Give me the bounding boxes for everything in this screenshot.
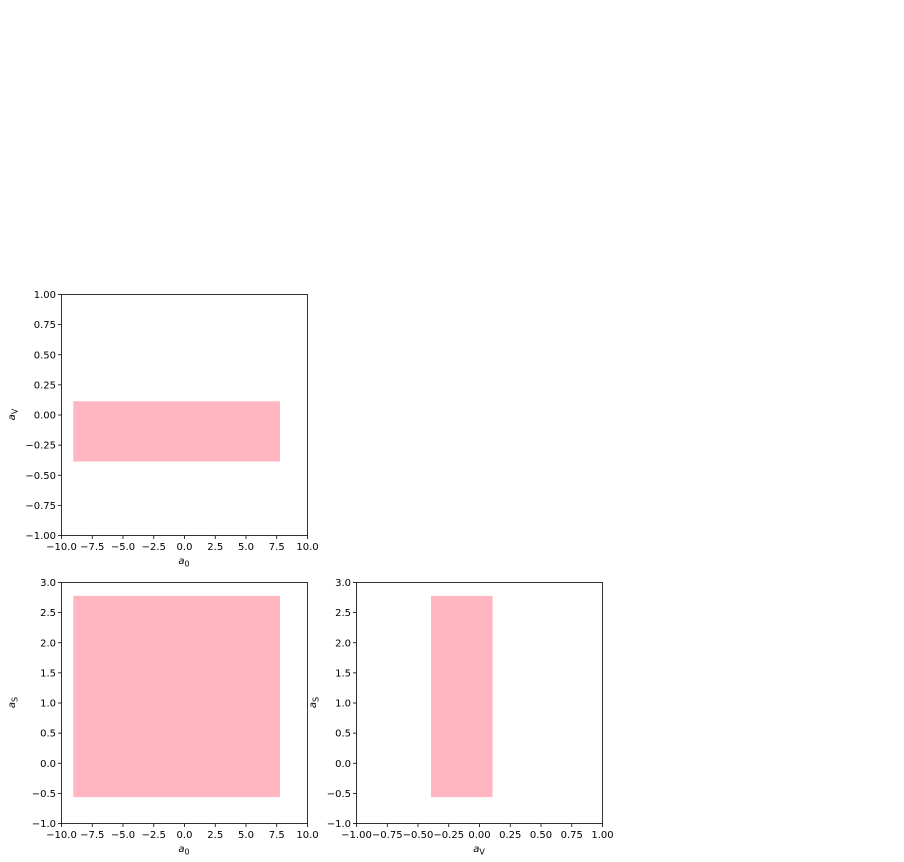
x-tick-label: −0.25 <box>433 830 464 841</box>
y-tick-label: 0.0 <box>40 759 56 770</box>
y-tick-label: 0.0 <box>335 759 351 770</box>
x-tick-label: −2.5 <box>142 542 166 553</box>
x-axis-label: a0 <box>178 556 189 569</box>
x-tick-label: 7.5 <box>269 830 285 841</box>
filled-region <box>431 595 493 798</box>
x-axis-label: aV <box>473 844 485 857</box>
x-tick-label: 1.00 <box>591 830 613 841</box>
y-tick-label: −0.50 <box>25 471 56 482</box>
y-tick-label: 0.25 <box>34 380 56 391</box>
x-tick-label: −10.0 <box>46 542 77 553</box>
x-tick-label: −1.00 <box>341 830 372 841</box>
y-tick-label: −0.75 <box>25 501 56 512</box>
y-tick-label: 1.0 <box>335 699 351 710</box>
y-tick-label: 0.5 <box>335 729 351 740</box>
x-tick-label: 7.5 <box>269 542 285 553</box>
y-tick-label: 3.0 <box>40 578 56 589</box>
subplot-a0-vs-aS: −10.0 −7.5 −5.0 −2.5 0.0 2.5 5.0 7.5 10.0 −1.0 −0.… <box>7 578 319 857</box>
y-tick-label: 2.5 <box>335 608 351 619</box>
x-tick-label: 2.5 <box>207 830 223 841</box>
x-tick-label: 0.0 <box>177 830 193 841</box>
x-tick-label: −10.0 <box>46 830 77 841</box>
y-tick-label: 2.0 <box>40 638 56 649</box>
x-tick-label: −5.0 <box>111 830 135 841</box>
subplot-a0-vs-aV: −10.0 −7.5 −5.0 −2.5 0.0 2.5 5.0 7.5 10.0 −1.00 −0… <box>7 290 319 569</box>
y-tick-label: 1.0 <box>40 699 56 710</box>
x-tick-label: 0.75 <box>561 830 583 841</box>
x-tick-label: 5.0 <box>238 830 254 841</box>
y-tick-label: 1.5 <box>40 668 56 679</box>
x-tick-label: −0.75 <box>372 830 403 841</box>
filled-region <box>73 595 280 798</box>
x-tick-label: 2.5 <box>207 542 223 553</box>
x-tick-label: −2.5 <box>142 830 166 841</box>
y-tick-label: −0.25 <box>25 441 56 452</box>
x-tick-label: −5.0 <box>111 542 135 553</box>
y-tick-label: 2.5 <box>40 608 56 619</box>
x-tick-label: −7.5 <box>80 542 104 553</box>
filled-region <box>73 401 280 462</box>
y-tick-label: 1.5 <box>335 668 351 679</box>
y-axis-label: aS <box>7 697 20 708</box>
x-tick-label: 10.0 <box>296 830 318 841</box>
x-axis-label: a0 <box>178 844 189 857</box>
x-tick-label: 0.25 <box>499 830 521 841</box>
y-tick-label: −1.0 <box>32 819 56 830</box>
x-tick-label: 5.0 <box>238 542 254 553</box>
y-tick-label: 1.00 <box>34 290 56 301</box>
x-tick-label: 0.0 <box>177 542 193 553</box>
y-tick-label: 2.0 <box>335 638 351 649</box>
y-tick-label: 0.50 <box>34 350 56 361</box>
x-tick-label: 0.00 <box>468 830 490 841</box>
y-tick-label: −0.5 <box>32 789 56 800</box>
y-axis-label: aV <box>7 408 20 420</box>
y-tick-label: −1.00 <box>25 531 56 542</box>
y-tick-label: 0.75 <box>34 320 56 331</box>
y-tick-label: −0.5 <box>327 789 351 800</box>
x-tick-label: −7.5 <box>80 830 104 841</box>
y-tick-label: 0.5 <box>40 729 56 740</box>
y-tick-label: 0.00 <box>34 411 56 422</box>
x-tick-label: 10.0 <box>296 542 318 553</box>
y-tick-label: −1.0 <box>327 819 351 830</box>
x-tick-label: 0.50 <box>530 830 552 841</box>
subplot-aV-vs-aS: −1.00 −0.75 −0.50 −0.25 0.00 0.25 0.50 0.75 1.00… <box>308 578 614 857</box>
y-axis-label: aS <box>308 697 321 708</box>
y-tick-label: 3.0 <box>335 578 351 589</box>
x-tick-label: −0.50 <box>403 830 434 841</box>
